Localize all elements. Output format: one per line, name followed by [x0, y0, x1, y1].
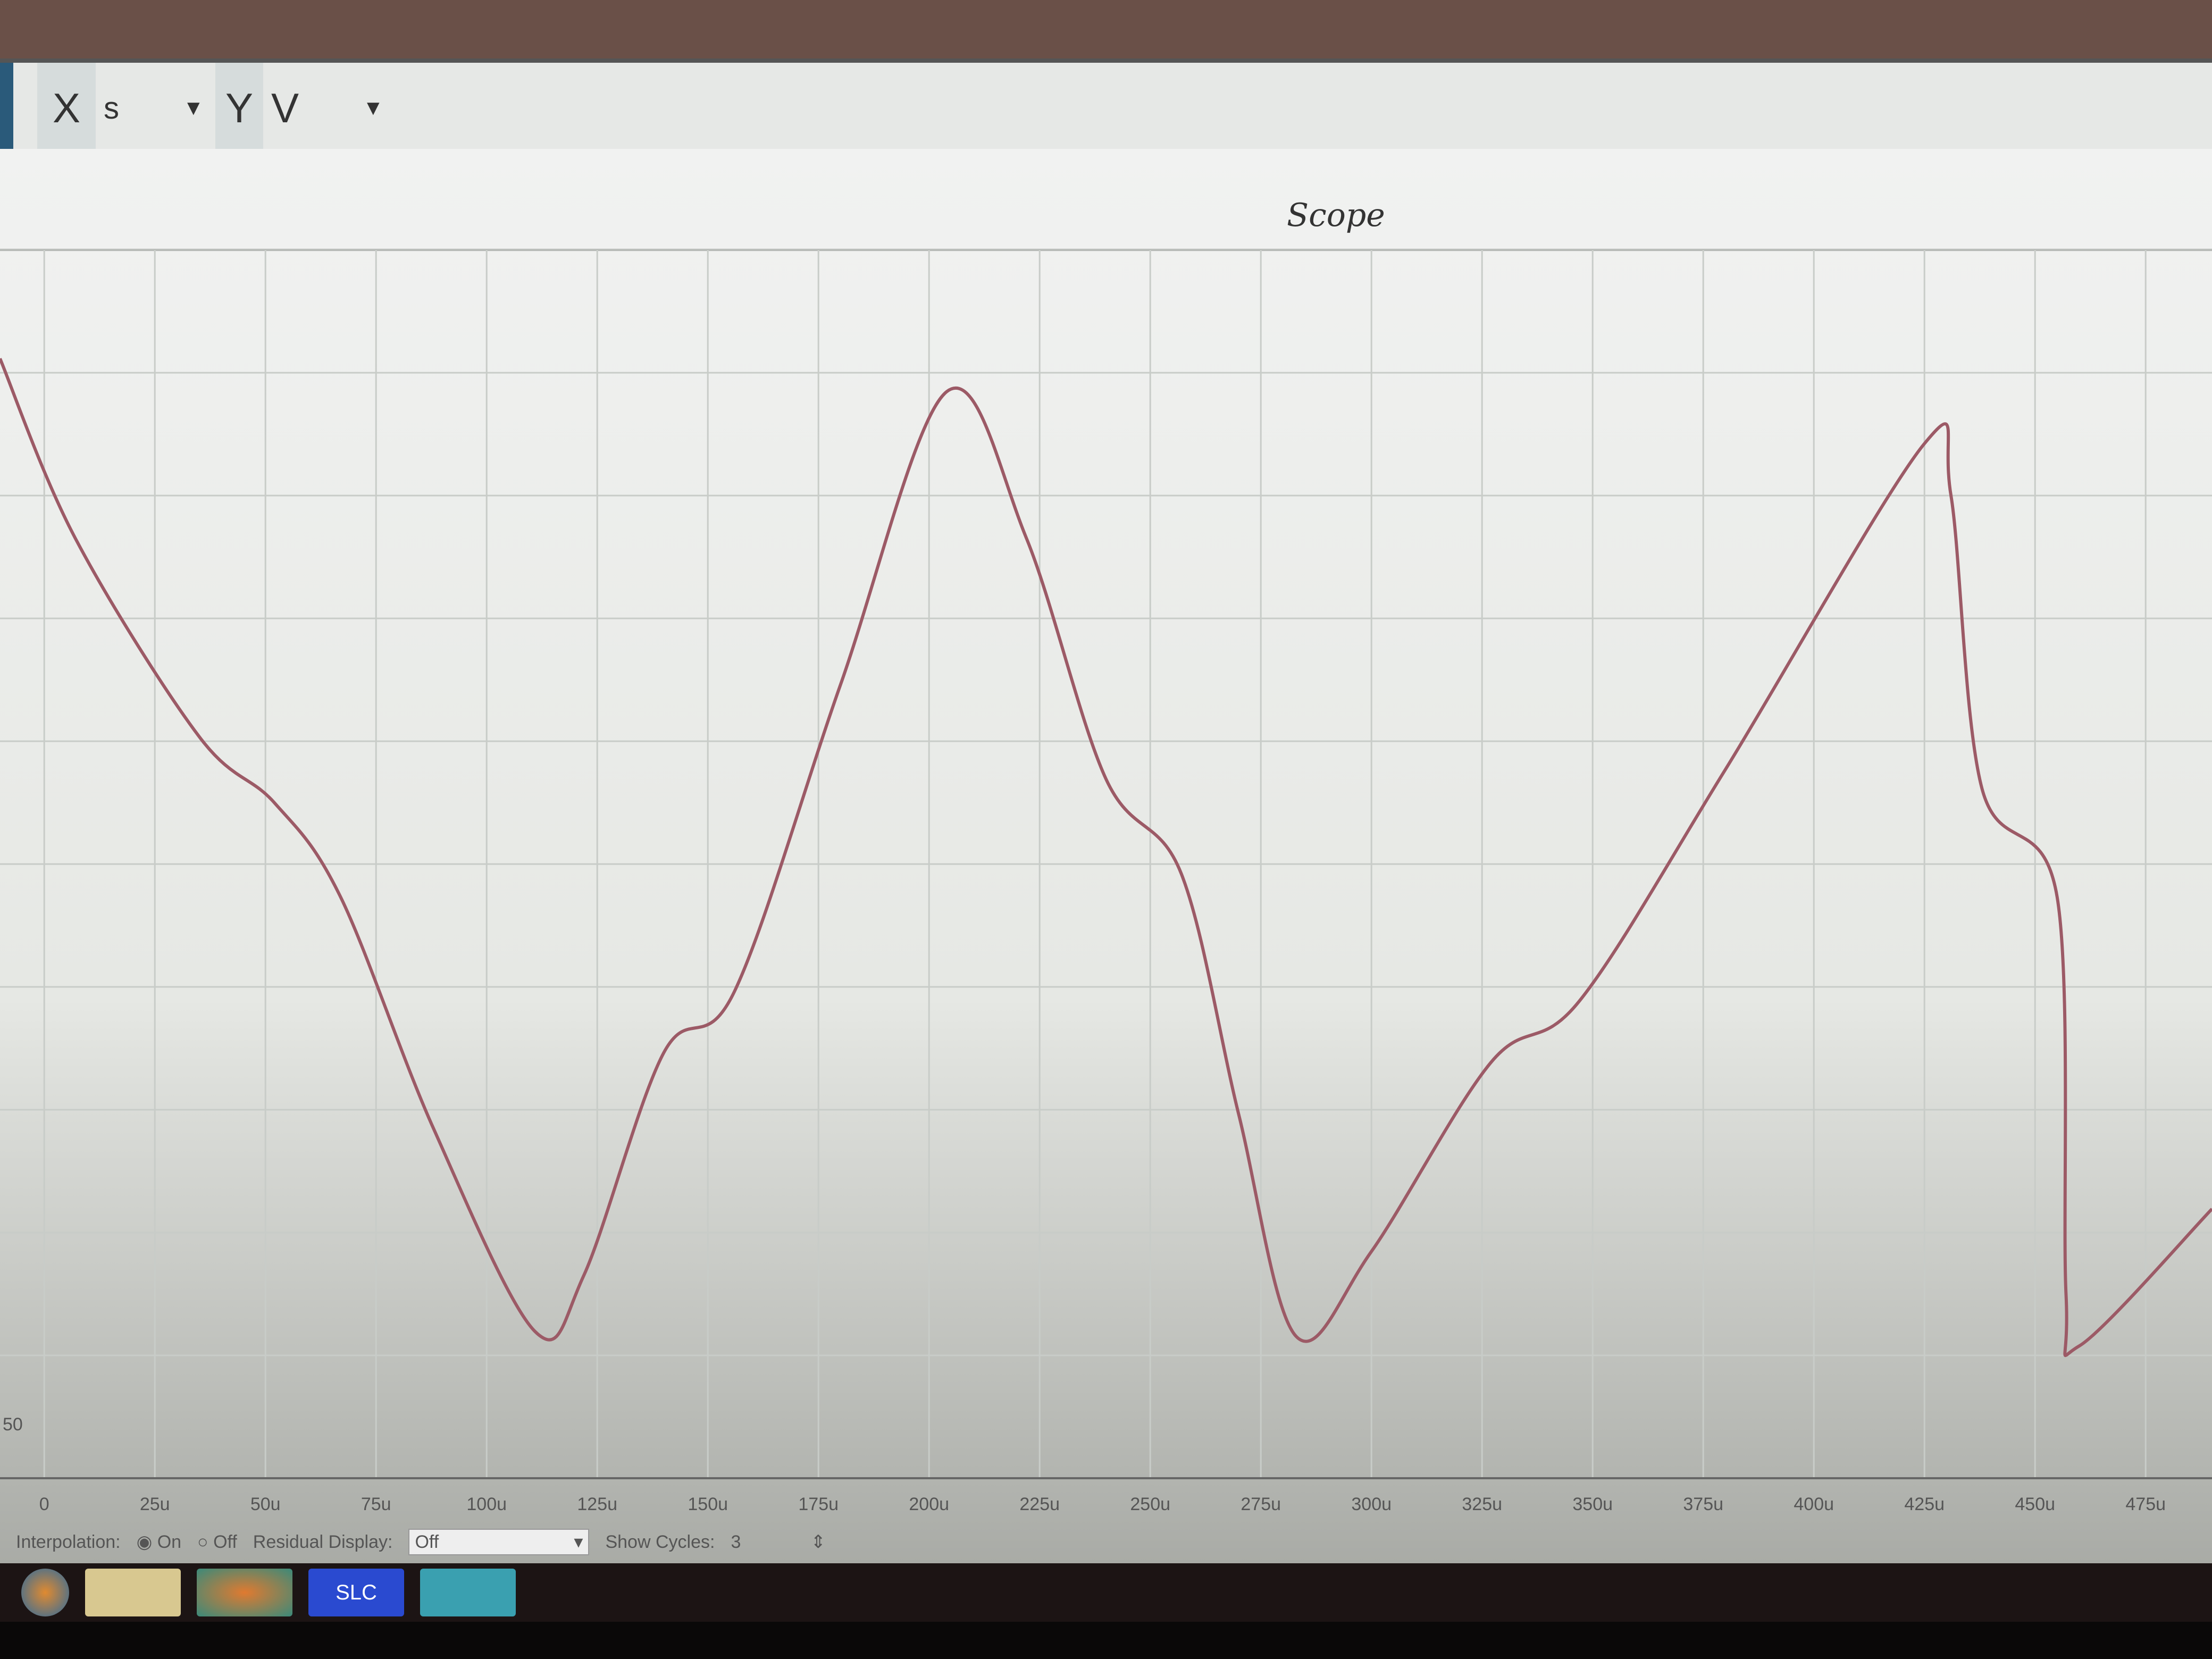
axis-toolbar: X s ▼ Y V ▼ [0, 58, 2212, 153]
interpolation-label: Interpolation: [16, 1531, 121, 1552]
taskbar-app-icon[interactable] [420, 1569, 516, 1616]
off-label: Off [213, 1531, 237, 1552]
x-unit-value: s [104, 90, 119, 125]
x-unit-dropdown[interactable]: s ▼ [104, 63, 210, 153]
data-point [1180, 873, 1182, 874]
y-unit-value: V [271, 84, 299, 131]
data-point [946, 391, 947, 392]
y-tick-label: 50 [3, 1414, 23, 1435]
start-button[interactable] [21, 1569, 69, 1616]
x-axis-label: X [37, 63, 96, 153]
taskbar-explorer-icon[interactable] [85, 1569, 181, 1616]
y-axis-label: Y [215, 63, 263, 153]
on-label: On [157, 1532, 182, 1552]
data-point [1490, 1062, 1492, 1063]
monitor-bezel [0, 0, 2212, 64]
data-point [1371, 1251, 1372, 1252]
interpolation-on-radio[interactable]: ◉ On [136, 1532, 182, 1552]
taskbar-slc-icon[interactable]: SLC [308, 1569, 404, 1616]
x-tick-label: 275u [1241, 1494, 1281, 1514]
data-point [734, 991, 735, 992]
data-point [433, 1128, 434, 1129]
x-tick-label: 475u [2125, 1494, 2166, 1514]
y-unit-dropdown[interactable]: V ▼ [271, 63, 388, 153]
residual-display-label: Residual Display: [253, 1531, 393, 1552]
x-tick-label: 25u [140, 1494, 170, 1514]
x-tick-label: 325u [1462, 1494, 1502, 1514]
data-point [840, 684, 841, 685]
residual-display-select[interactable]: Off ▾ [408, 1529, 590, 1555]
x-tick-label: 50u [250, 1494, 281, 1514]
x-tick-label: 150u [688, 1494, 728, 1514]
chevron-down-icon: ▼ [363, 96, 384, 120]
data-point [0, 358, 1, 359]
taskbar: SLC [0, 1563, 2212, 1622]
x-tick-label: 175u [798, 1494, 839, 1514]
data-point [1924, 443, 1925, 444]
residual-value: Off [415, 1531, 439, 1552]
interpolation-off-radio[interactable]: ○ Off [197, 1531, 237, 1552]
x-tick-label: 75u [361, 1494, 391, 1514]
chevron-down-icon: ▾ [574, 1532, 583, 1552]
control-bar: Interpolation: ◉ On ○ Off Residual Displ… [0, 1521, 2212, 1563]
x-tick-label: 350u [1572, 1494, 1613, 1514]
x-tick-label: 400u [1794, 1494, 1834, 1514]
x-tick-label: 450u [2015, 1494, 2055, 1514]
x-tick-label: 250u [1130, 1494, 1170, 1514]
scope-window: Scope 0 25u 50u 75u 100u 125u 150u 175u 200u 225u… [0, 149, 2212, 1563]
taskbar-media-icon[interactable] [197, 1569, 292, 1616]
toolbar-button-edge[interactable] [0, 63, 13, 153]
data-point [1238, 1114, 1239, 1115]
chevron-down-icon: ▼ [183, 96, 204, 120]
show-cycles-input[interactable]: 3 [731, 1531, 741, 1552]
cycles-spinner[interactable]: ⇕ [810, 1532, 826, 1552]
show-cycles-label: Show Cycles: [605, 1531, 715, 1552]
data-point [1105, 778, 1107, 780]
waveform-line [0, 358, 2212, 1358]
x-tick-label: 125u [577, 1494, 617, 1514]
x-tick-label: 300u [1351, 1494, 1392, 1514]
x-tick-label: 100u [466, 1494, 507, 1514]
data-point [340, 896, 341, 898]
x-tick-label: 0 [39, 1494, 49, 1514]
x-tick-label: 425u [1904, 1494, 1945, 1514]
x-tick-label: 225u [1019, 1494, 1060, 1514]
chart-title: Scope [1287, 197, 1385, 234]
x-tick-label: 375u [1683, 1494, 1723, 1514]
x-tick-label: 200u [909, 1494, 949, 1514]
scope-plot: 0 25u 50u 75u 100u 125u 150u 175u 200u 225u 250u 27… [0, 249, 2212, 1514]
